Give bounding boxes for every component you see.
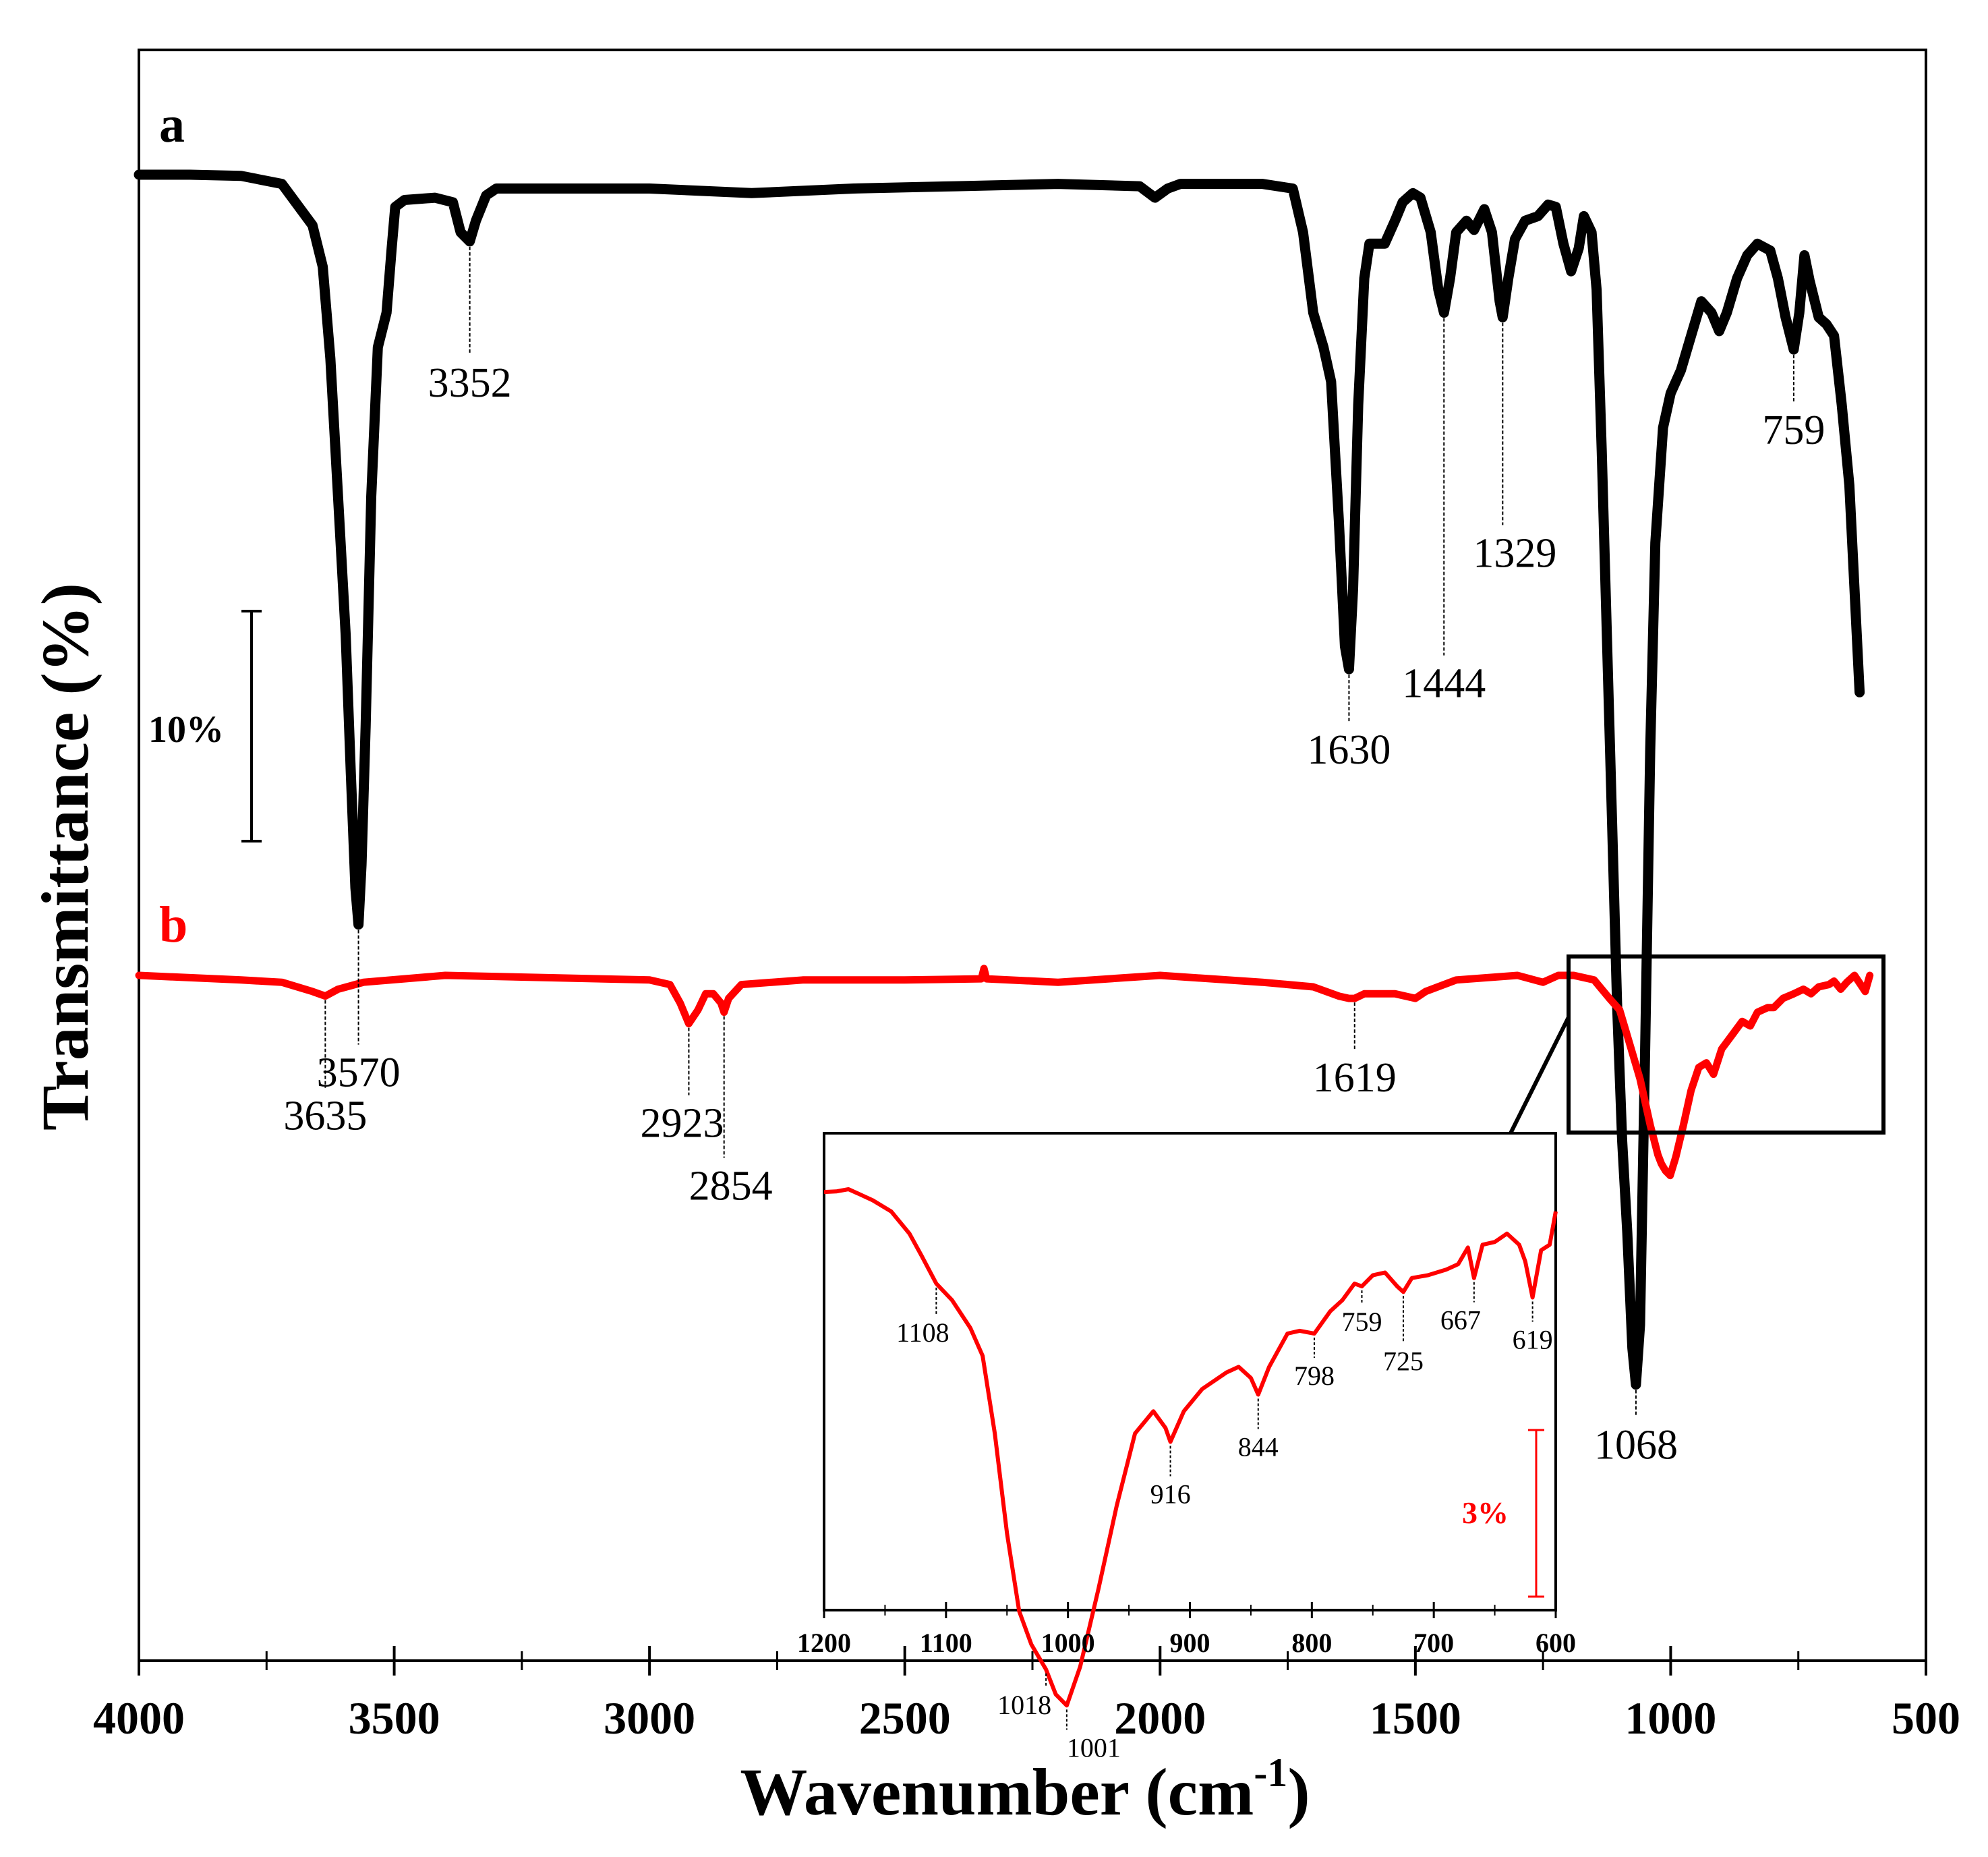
- peak-label-a-1329: 1329: [1473, 530, 1556, 576]
- inset-x-axis-ticks: 1200 1100 1000 900 800 700 600: [797, 1602, 1576, 1658]
- inset-series-b-line: [823, 1187, 1558, 1708]
- inset-tick-label-1200: 1200: [797, 1628, 851, 1658]
- series-b-line: [135, 965, 1874, 1180]
- inset-peak-label-619: 619: [1513, 1324, 1553, 1354]
- inset-tick-label-800: 800: [1291, 1628, 1332, 1658]
- inset-tick-label-1100: 1100: [920, 1628, 972, 1658]
- series-a-label: a: [159, 96, 185, 153]
- inset-peak-label-759: 759: [1341, 1307, 1382, 1337]
- inset-peak-label-1018: 1018: [997, 1690, 1051, 1720]
- zoom-connector-line: [1505, 1016, 1571, 1141]
- peak-label-a-3352: 3352: [428, 360, 512, 406]
- inset-tick-label-700: 700: [1413, 1628, 1454, 1658]
- x-tick-label-2000: 2000: [1114, 1692, 1206, 1744]
- peak-label-b-2854: 2854: [689, 1164, 773, 1209]
- series-a-line: [134, 169, 1865, 1390]
- peak-label-a-759: 759: [1762, 407, 1825, 453]
- x-tick-label-3500: 3500: [349, 1692, 440, 1744]
- scale-bar-10: 10%: [148, 610, 262, 842]
- x-tick-label-4000: 4000: [93, 1692, 185, 1744]
- peak-label-b-2923: 2923: [640, 1101, 724, 1147]
- inset-tick-label-900: 900: [1170, 1628, 1210, 1658]
- series-b-label: b: [159, 896, 187, 953]
- x-axis-title-main: Wavenumber (cm: [740, 1754, 1254, 1829]
- inset-tick-label-600: 600: [1536, 1628, 1576, 1658]
- peak-label-a-1068: 1068: [1594, 1423, 1678, 1468]
- inset-chart: 1200 1100 1000 900 800 700 600 1108 1018 1001 916…: [797, 1132, 1576, 1763]
- scale-bar-3: 3%: [1462, 1429, 1544, 1598]
- inset-peak-label-916: 916: [1150, 1479, 1191, 1509]
- peak-label-a-1444: 1444: [1402, 661, 1486, 707]
- x-tick-label-1500: 1500: [1370, 1692, 1461, 1744]
- peak-label-b-3635: 3635: [283, 1093, 367, 1139]
- x-axis-title-tail: ): [1287, 1754, 1310, 1829]
- inset-peak-label-844: 844: [1238, 1432, 1279, 1462]
- zoom-highlight-box: [1567, 954, 1885, 1135]
- scale-bar-10-label: 10%: [148, 709, 224, 751]
- inset-peak-label-1108: 1108: [896, 1317, 949, 1348]
- inset-frame: [823, 1132, 1557, 1611]
- x-tick-label-500: 500: [1892, 1692, 1960, 1744]
- peak-label-a-1630: 1630: [1307, 727, 1391, 773]
- inset-peak-label-725: 725: [1383, 1346, 1424, 1376]
- x-axis-title-superscript: -1: [1254, 1750, 1287, 1795]
- y-axis-title: Transmittance (%): [28, 583, 103, 1131]
- x-tick-label-1000: 1000: [1625, 1692, 1716, 1744]
- x-axis-ticks: 4000 3500 3000 2500 2000 1500 1000 500: [93, 1646, 1960, 1744]
- peak-label-a-3570: 3570: [317, 1050, 401, 1096]
- inset-tick-label-1000: 1000: [1041, 1628, 1095, 1658]
- inset-peak-label-1001: 1001: [1067, 1732, 1121, 1763]
- x-axis-title: Wavenumber (cm-1): [740, 1750, 1310, 1829]
- inset-peak-label-667: 667: [1440, 1305, 1481, 1336]
- x-tick-label-3000: 3000: [604, 1692, 695, 1744]
- series-b-peak-labels: 3635 2923 2854 1619: [283, 1000, 1397, 1209]
- peak-label-b-1619: 1619: [1313, 1055, 1397, 1101]
- inset-peak-label-798: 798: [1294, 1361, 1335, 1391]
- x-tick-label-2500: 2500: [859, 1692, 951, 1744]
- scale-bar-3-label: 3%: [1462, 1495, 1509, 1530]
